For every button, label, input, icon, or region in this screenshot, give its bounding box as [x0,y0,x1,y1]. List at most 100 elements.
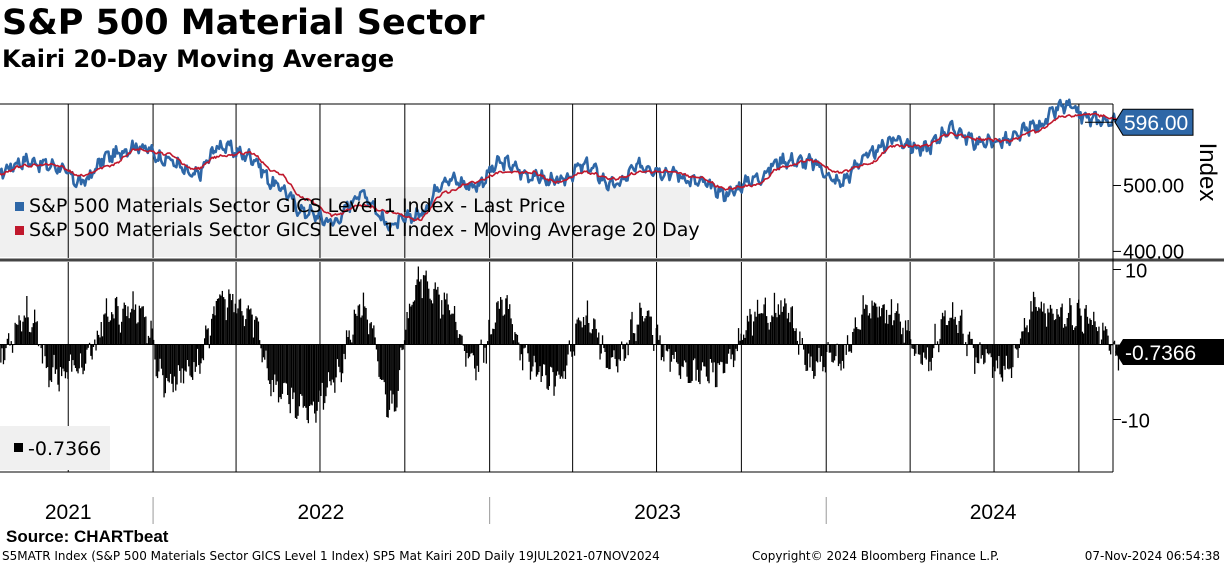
kairi-bar [410,306,412,345]
kairi-bar [705,344,708,377]
kairi-bar [736,344,738,352]
kairi-bar [595,328,597,345]
kairi-bar [910,339,912,345]
kairi-bar [1098,326,1100,345]
price-panel: S&P 500 Materials Sector GICS Level 1 In… [0,98,1221,263]
kairi-bar [1039,308,1041,345]
kairi-bar [441,300,443,345]
kairi-bar [981,344,984,356]
kairi-y-tick-label: -10 [1121,411,1150,433]
kairi-bar [887,323,889,345]
kairi-bar [490,334,493,345]
kairi-bar [776,317,778,345]
kairi-bar [306,344,308,420]
kairi-bar [1100,339,1103,345]
kairi-bar [618,344,620,360]
kairi-bar [505,298,507,345]
kairi-bar [580,321,582,345]
kairi-bar [274,344,276,375]
kairi-bar [41,344,44,364]
kairi-bar [378,344,380,377]
kairi-bar [243,326,246,345]
kairi-bar [220,295,222,345]
kairi-bar [563,344,565,372]
kairi-bar [601,335,604,345]
kairi-bar [955,324,958,345]
kairi-bar [419,281,421,345]
kairi-bar [402,344,404,350]
kairi-bar [760,313,763,345]
kairi-bar [458,334,461,345]
kairi-bar [626,342,628,345]
kairi-bar [166,344,168,378]
kairi-bar [985,344,987,350]
kairi-bar [303,344,306,407]
kairi-bar [899,321,901,345]
kairi-bar [168,344,170,383]
kairi-bar [917,344,920,355]
kairi-bar [40,344,42,349]
kairi-bar [336,344,339,360]
kairi-bar [179,344,181,371]
kairi-bar [494,322,497,345]
kairi-bar [488,319,490,345]
kairi-bar [805,344,807,371]
kairi-bar [56,344,58,370]
kairi-bar [208,344,210,349]
kairi-bar [648,310,650,345]
kairi-bar [651,335,654,345]
kairi-bar [950,317,952,345]
kairi-bar [426,281,429,345]
kairi-bar [615,344,618,367]
kairi-bar [859,329,862,345]
kairi-bar [368,334,370,345]
kairi-bar [582,317,585,345]
kairi-bar [966,344,968,357]
kairi-bar [589,332,591,345]
kairi-bar [22,321,24,345]
chart-subtitle: Kairi 20-Day Moving Average [2,45,395,73]
kairi-bar [911,344,913,349]
kairi-bar [215,301,217,345]
kairi-bar [883,304,885,345]
kairi-bar [79,344,82,354]
kairi-bar [764,297,766,345]
kairi-bar [885,309,888,345]
kairi-bar [568,340,570,345]
kairi-bar [326,344,328,388]
kairi-bar [188,344,190,367]
x-year-label: 2023 [634,501,681,524]
kairi-bar [1070,305,1072,345]
kairi-bar [116,296,118,345]
kairi-bar [674,344,676,352]
kairi-bar [590,333,592,345]
kairi-bar [1007,344,1009,369]
kairi-bar [467,344,469,359]
kairi-bar [1076,302,1078,345]
kairi-bar [936,341,939,345]
kairi-bar [352,334,354,345]
kairi-bar [634,333,636,345]
kairi-bar [133,309,135,345]
kairi-bar [865,304,867,345]
kairi-bar [194,344,196,372]
kairi-bar [709,344,711,359]
kairi-bar [1093,311,1095,345]
kairi-bar [796,340,798,345]
kairi-bar [293,344,295,393]
kairi-bar [1069,298,1071,345]
kairi-bar [691,344,693,381]
kairi-bar [531,344,533,372]
kairi-bar [704,344,706,367]
kairi-bar [31,327,33,345]
kairi-bar [73,344,75,366]
kairi-bar [193,344,195,363]
kairi-bar [707,344,709,382]
legend-label-moving-average: S&P 500 Materials Sector GICS Level 1 In… [29,219,700,241]
kairi-bar [49,344,51,381]
kairi-bar [959,315,962,345]
kairi-bar [639,302,641,345]
kairi-bar [534,344,536,363]
kairi-bar [854,317,856,345]
kairi-bar [1049,304,1052,345]
